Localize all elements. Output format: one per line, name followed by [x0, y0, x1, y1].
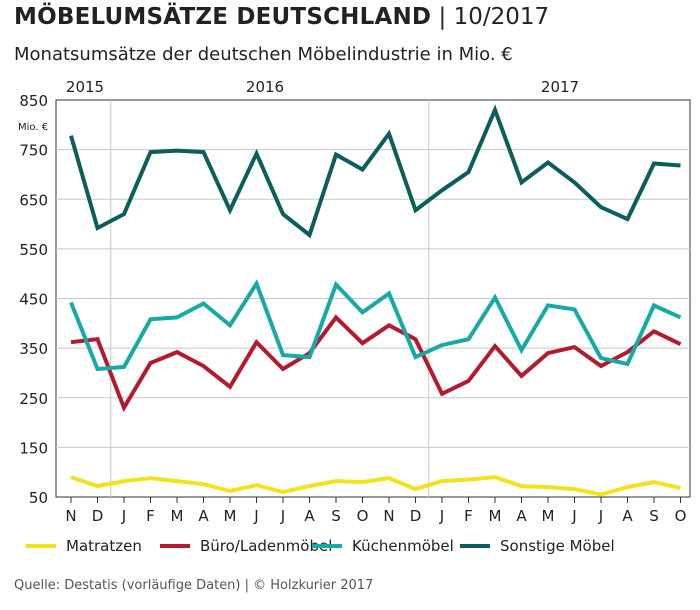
source-note: Quelle: Destatis (vorläufige Daten) | © … — [14, 578, 374, 593]
x-tick-label: N — [65, 507, 76, 525]
x-tick-label: A — [516, 507, 527, 525]
year-label-2017: 2017 — [541, 78, 579, 96]
x-tick-label: D — [92, 507, 104, 525]
x-tick-label: J — [439, 507, 444, 525]
x-tick-label: M — [542, 507, 555, 525]
x-tick-label: F — [146, 507, 155, 525]
x-tick-label: J — [253, 507, 258, 525]
x-tick-label: A — [198, 507, 209, 525]
y-tick-label: 50 — [29, 489, 48, 507]
x-tick-label: M — [224, 507, 237, 525]
x-tick-label: D — [410, 507, 422, 525]
year-label-2015: 2015 — [66, 78, 104, 96]
y-tick-label: 650 — [19, 191, 48, 209]
x-tick-label: J — [571, 507, 576, 525]
chart-title: MÖBELUMSÄTZE DEUTSCHLAND | 10/2017 — [14, 4, 549, 30]
legend-label-küchenmöbel: Küchenmöbel — [352, 537, 454, 555]
x-tick-label: M — [171, 507, 184, 525]
legend-label-matratzen: Matratzen — [66, 537, 142, 555]
y-axis-unit: Mio. € — [18, 122, 48, 133]
series-line-küchenmöbel — [69, 279, 682, 372]
y-tick-label: 750 — [19, 142, 48, 160]
year-label-2016: 2016 — [246, 78, 284, 96]
series-line-matratzen — [70, 475, 681, 497]
y-tick-label: 450 — [19, 291, 48, 309]
x-tick-label: A — [622, 507, 633, 525]
x-tick-label: J — [280, 507, 285, 525]
chart-subtitle: Monatsumsätze der deutschen Möbelindustr… — [14, 44, 513, 65]
y-tick-label: 250 — [19, 390, 48, 408]
y-tick-label: 850 — [19, 92, 48, 110]
x-tick-label: J — [121, 507, 126, 525]
x-tick-label: J — [598, 507, 603, 525]
y-tick-label: 550 — [19, 241, 48, 259]
legend-label-sonstige-möbel: Sonstige Möbel — [500, 537, 615, 555]
x-tick-label: O — [357, 507, 369, 525]
title-date: 10/2017 — [453, 4, 550, 30]
title-main: MÖBELUMSÄTZE DEUTSCHLAND — [14, 4, 432, 30]
title-separator: | — [438, 4, 447, 30]
y-tick-label: 350 — [19, 340, 48, 358]
x-tick-label: F — [464, 507, 473, 525]
y-tick-label: 150 — [19, 439, 48, 457]
x-tick-label: S — [331, 507, 341, 525]
x-tick-label: O — [675, 507, 687, 525]
x-tick-label: N — [383, 507, 394, 525]
series-line-büro-ladenmöbel — [70, 314, 682, 413]
x-tick-label: M — [489, 507, 502, 525]
x-tick-label: A — [304, 507, 315, 525]
x-tick-label: S — [649, 507, 659, 525]
series-line-sonstige-möbel — [69, 104, 681, 239]
legend-label-büro-ladenmöbel: Büro/Ladenmöbel — [200, 537, 332, 555]
